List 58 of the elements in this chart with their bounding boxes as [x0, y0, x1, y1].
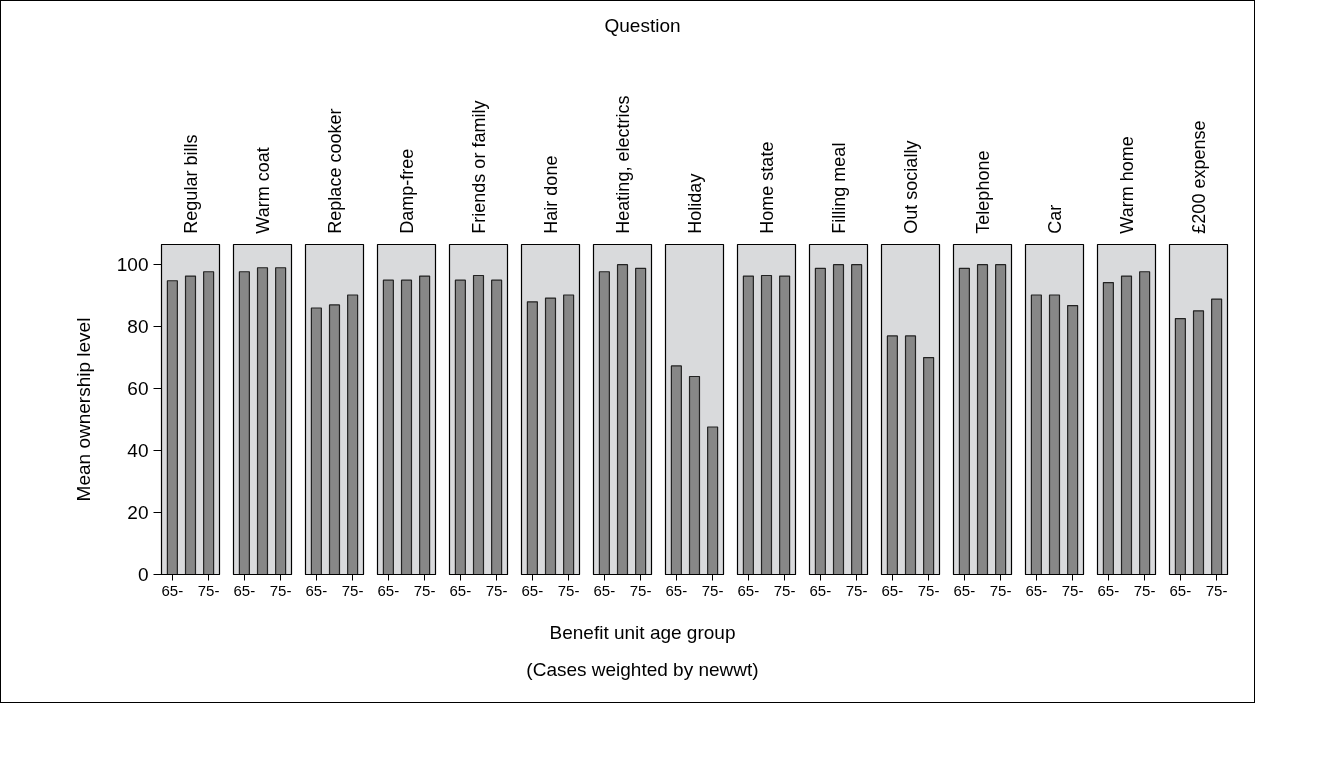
x-tick-label: 75-: [1205, 581, 1228, 599]
y-axis-title: Mean ownership level: [72, 317, 94, 502]
y-tick-label: 60: [127, 378, 149, 400]
chart-title: Holiday: [684, 173, 705, 234]
y-tick-label: 0: [137, 564, 149, 586]
x-tick-label: 75-: [413, 581, 436, 599]
x-tick-label: 75-: [269, 581, 292, 599]
x-tick-label: 65-: [737, 581, 760, 599]
x-tick-label: 75-: [701, 581, 724, 599]
x-tick-label: 65-: [161, 581, 184, 599]
x-tick-label: 75-: [917, 581, 940, 599]
text: (Cases weighted by newwt): [526, 658, 759, 683]
x-tick-label: 75-: [773, 581, 796, 599]
x-tick-label: 75-: [1133, 581, 1156, 599]
chart-title: Home state: [756, 141, 777, 234]
chart-title: Damp-free: [396, 148, 417, 234]
x-tick-label: 75-: [845, 581, 868, 599]
chart-title: Regular bills: [180, 134, 201, 234]
x-tick-label: 65-: [881, 581, 904, 599]
chart-title: Hair done: [540, 155, 561, 234]
x-tick-label: 65-: [521, 581, 544, 599]
x-tick-label: 75-: [197, 581, 220, 599]
x-tick-label: 65-: [1025, 581, 1048, 599]
y-tick-label: 40: [127, 440, 149, 462]
x-tick-label: 65-: [593, 581, 616, 599]
x-tick-label: 75-: [557, 581, 580, 599]
y-tick-label: 100: [116, 254, 149, 276]
bar: [203, 271, 215, 575]
x-tick-label: 65-: [449, 581, 472, 599]
x-tick-label: 75-: [629, 581, 652, 599]
x-tick-label: 65-: [809, 581, 832, 599]
x-tick-label: 65-: [305, 581, 328, 599]
bar: [184, 275, 197, 575]
chart-title: Telephone: [972, 150, 993, 234]
x-tick-label: 65-: [1097, 581, 1120, 599]
chart-title: Car: [1044, 204, 1065, 234]
x-tick-label: 65-: [665, 581, 688, 599]
x-tick-label: 65-: [233, 581, 256, 599]
chart-title: Friends or family: [468, 100, 489, 234]
text: Question: [604, 14, 681, 38]
x-tick-label: 75-: [989, 581, 1012, 599]
x-tick-label: 75-: [485, 581, 508, 599]
chart-title: £200 expense: [1188, 120, 1209, 234]
y-tick-label: 80: [127, 316, 149, 338]
x-tick-label: 65-: [953, 581, 976, 599]
bar: [166, 280, 178, 575]
chart-title: Filling meal: [828, 142, 849, 234]
x-tick-label: 65-: [377, 581, 400, 599]
y-tick-label: 20: [127, 502, 149, 524]
chart-title: Warm home: [1116, 136, 1137, 234]
x-tick-label: 75-: [1061, 581, 1084, 599]
chart-title: Warm coat: [252, 147, 273, 234]
chart-title: Replace cooker: [324, 108, 345, 234]
chart-title: Heating, electrics: [612, 95, 633, 234]
chart-title: Out socially: [900, 140, 921, 234]
x-tick-label: 65-: [1169, 581, 1192, 599]
x-tick-label: 75-: [341, 581, 364, 599]
x-axis-title: Benefit unit age group: [549, 621, 736, 646]
